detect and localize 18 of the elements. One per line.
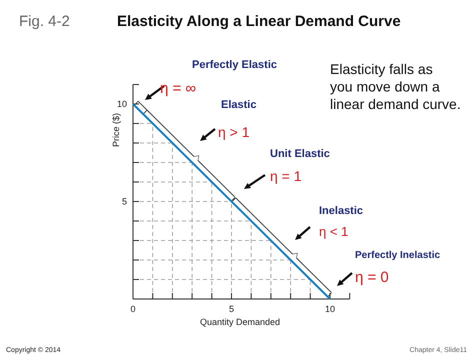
- x-tick-label: 5: [228, 304, 234, 314]
- annotation: η = 1: [270, 168, 302, 184]
- x-tick-label: 10: [324, 304, 336, 314]
- annotation: Inelastic: [319, 205, 364, 217]
- annotation: Elastic: [221, 99, 256, 111]
- x-axis-title: Quantity Demanded: [200, 317, 280, 327]
- annotation: η < 1: [319, 224, 348, 239]
- text: Perfectly Elastic: [192, 59, 277, 71]
- x-tick-label: 0: [130, 304, 136, 314]
- annotation: η > 1: [218, 124, 250, 140]
- annotation: Unit Elastic: [270, 148, 330, 160]
- chart-title: Elasticity Along a Linear Demand Curve: [117, 13, 401, 30]
- annotation: η = ∞: [160, 80, 196, 97]
- text: Perfectly Inelastic: [355, 250, 440, 261]
- y-axis-title: Price ($): [111, 112, 121, 148]
- text: η = 0: [355, 269, 389, 286]
- annotation: Elasticity falls as you move down a linear demand curve.: [330, 61, 461, 112]
- caption: Fig. 4-2: [19, 13, 70, 30]
